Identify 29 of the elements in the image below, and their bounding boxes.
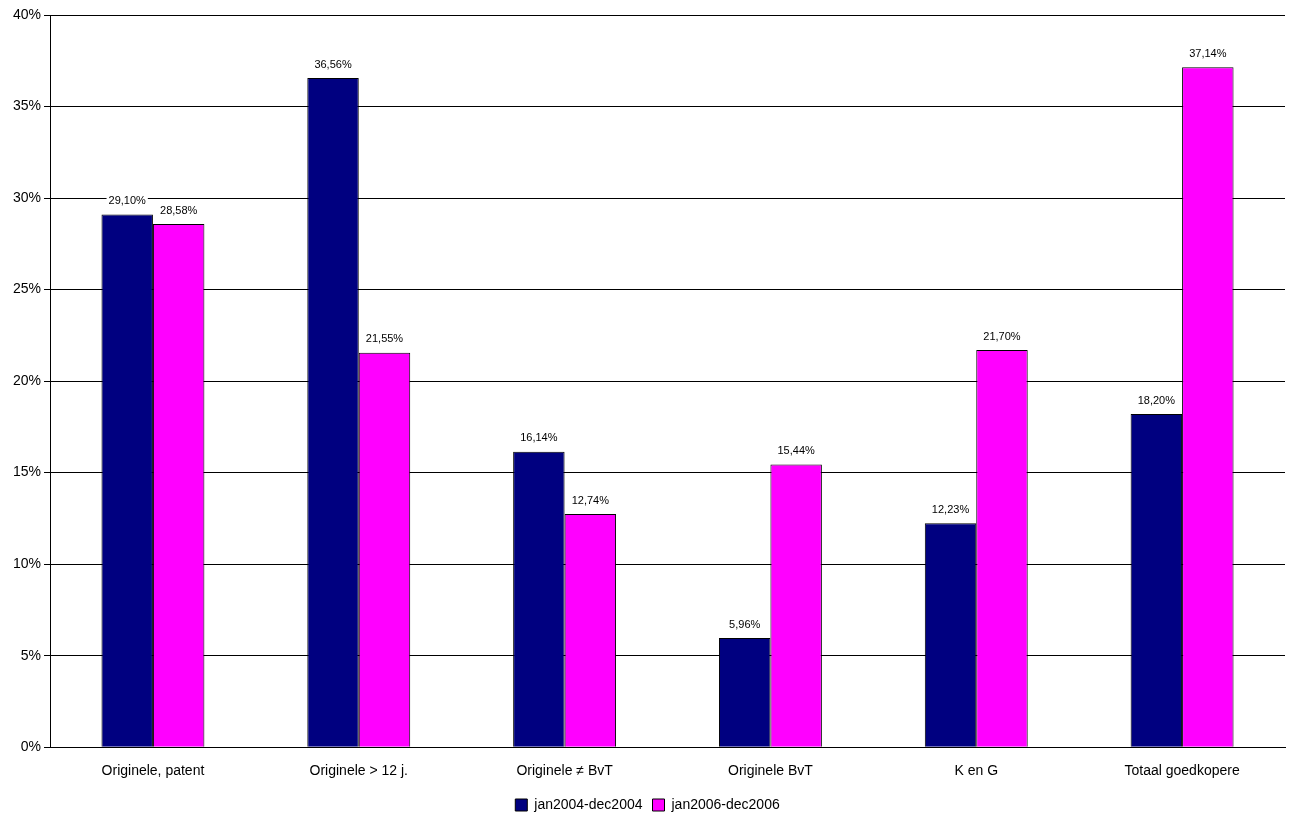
data-label: 12,74% — [571, 493, 610, 506]
data-label: 29,10% — [108, 194, 147, 207]
data-label: 28,58% — [160, 203, 198, 216]
x-tick-label: Originele, patent — [101, 762, 205, 779]
data-label: 21,55% — [365, 332, 404, 345]
x-tick-label: Originele > 12 j. — [309, 762, 408, 779]
legend-label: jan2006-dec2006 — [670, 795, 780, 812]
x-tick-label: Totaal goedkopere — [1124, 762, 1240, 779]
data-label: 12,23% — [931, 502, 970, 515]
data-label: 21,70% — [983, 329, 1021, 342]
data-label: 37,14% — [1189, 46, 1227, 59]
y-tick-label: 15% — [12, 463, 42, 480]
data-label: 5,96% — [729, 617, 761, 630]
y-tick-label: 20% — [12, 371, 42, 388]
data-label: 15,44% — [777, 444, 816, 457]
x-tick-label: K en G — [954, 762, 999, 779]
data-label: 16,14% — [520, 431, 558, 444]
y-tick-label: 40% — [12, 5, 42, 22]
y-tick-label: 35% — [12, 97, 42, 114]
x-tick-label: Originele BvT — [728, 762, 814, 779]
y-tick-label: 30% — [12, 188, 42, 205]
y-tick-label: 0% — [20, 738, 42, 755]
legend-label: jan2004-dec2004 — [533, 795, 643, 812]
data-label: 18,20% — [1137, 393, 1176, 406]
data-label: 36,56% — [314, 57, 352, 70]
y-tick-label: 10% — [12, 555, 42, 572]
y-tick-label: 25% — [12, 280, 42, 297]
y-tick-label: 5% — [20, 646, 42, 663]
x-tick-label: Originele ≠ BvT — [516, 762, 614, 779]
